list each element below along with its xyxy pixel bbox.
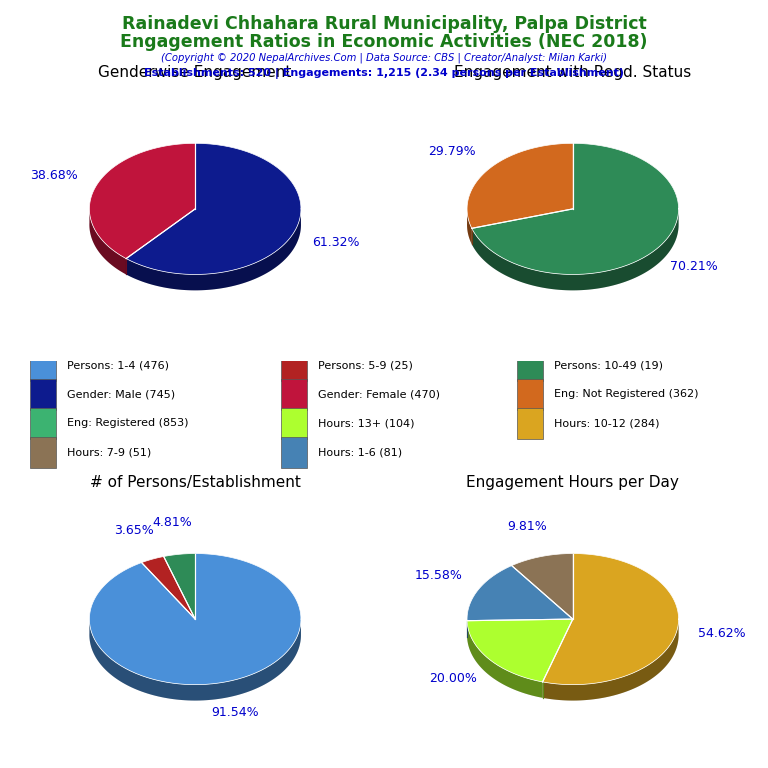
Text: Persons: 1-4 (476): Persons: 1-4 (476) bbox=[67, 361, 169, 371]
Polygon shape bbox=[89, 144, 195, 259]
Text: Eng: Registered (853): Eng: Registered (853) bbox=[67, 419, 188, 429]
Bar bbox=[281, 350, 306, 381]
Polygon shape bbox=[467, 207, 472, 244]
Polygon shape bbox=[467, 209, 679, 290]
Title: Genderwise Engagement: Genderwise Engagement bbox=[98, 65, 292, 80]
Text: Eng: Not Registered (362): Eng: Not Registered (362) bbox=[554, 389, 698, 399]
Bar bbox=[30, 379, 56, 410]
Text: Hours: 7-9 (51): Hours: 7-9 (51) bbox=[67, 447, 151, 457]
Title: Engagement Hours per Day: Engagement Hours per Day bbox=[466, 475, 679, 490]
Text: Hours: 13+ (104): Hours: 13+ (104) bbox=[318, 419, 414, 429]
Polygon shape bbox=[89, 209, 301, 290]
Bar bbox=[281, 408, 306, 439]
Polygon shape bbox=[89, 554, 301, 685]
Polygon shape bbox=[141, 557, 195, 619]
Polygon shape bbox=[126, 207, 301, 290]
Polygon shape bbox=[467, 144, 573, 228]
Text: 61.32%: 61.32% bbox=[313, 237, 359, 250]
Text: 54.62%: 54.62% bbox=[697, 627, 745, 640]
Title: # of Persons/Establishment: # of Persons/Establishment bbox=[90, 475, 300, 490]
Text: Engagement Ratios in Economic Activities (NEC 2018): Engagement Ratios in Economic Activities… bbox=[121, 33, 647, 51]
Text: Persons: 5-9 (25): Persons: 5-9 (25) bbox=[318, 361, 412, 371]
Polygon shape bbox=[467, 619, 679, 700]
Text: Hours: 10-12 (284): Hours: 10-12 (284) bbox=[554, 419, 659, 429]
Bar bbox=[30, 408, 56, 439]
Bar bbox=[517, 408, 542, 439]
Text: Rainadevi Chhahara Rural Municipality, Palpa District: Rainadevi Chhahara Rural Municipality, P… bbox=[121, 15, 647, 33]
Polygon shape bbox=[542, 554, 679, 685]
Text: Gender: Male (745): Gender: Male (745) bbox=[67, 389, 175, 399]
Polygon shape bbox=[89, 619, 301, 700]
Text: 70.21%: 70.21% bbox=[670, 260, 717, 273]
Polygon shape bbox=[467, 621, 542, 698]
Bar bbox=[30, 436, 56, 468]
Text: Hours: 1-6 (81): Hours: 1-6 (81) bbox=[318, 447, 402, 457]
Text: 29.79%: 29.79% bbox=[428, 144, 475, 157]
Text: 9.81%: 9.81% bbox=[508, 520, 547, 533]
Polygon shape bbox=[472, 207, 679, 290]
Text: 15.58%: 15.58% bbox=[415, 569, 462, 582]
Bar bbox=[281, 379, 306, 410]
Text: 91.54%: 91.54% bbox=[211, 707, 259, 720]
Text: Establishments: 520 | Engagements: 1,215 (2.34 persons per Establishment): Establishments: 520 | Engagements: 1,215… bbox=[144, 68, 624, 78]
Text: 3.65%: 3.65% bbox=[114, 524, 154, 537]
Polygon shape bbox=[472, 144, 679, 274]
Text: Gender: Female (470): Gender: Female (470) bbox=[318, 389, 439, 399]
Text: (Copyright © 2020 NepalArchives.Com | Data Source: CBS | Creator/Analyst: Milan : (Copyright © 2020 NepalArchives.Com | Da… bbox=[161, 53, 607, 64]
Polygon shape bbox=[164, 554, 195, 619]
Text: 4.81%: 4.81% bbox=[153, 516, 193, 529]
Text: 38.68%: 38.68% bbox=[31, 168, 78, 181]
Text: 20.00%: 20.00% bbox=[429, 672, 478, 685]
Bar bbox=[30, 350, 56, 381]
Title: Engagement with Regd. Status: Engagement with Regd. Status bbox=[454, 65, 691, 80]
Polygon shape bbox=[467, 619, 573, 682]
Polygon shape bbox=[89, 207, 126, 274]
Polygon shape bbox=[511, 554, 573, 619]
Polygon shape bbox=[542, 618, 679, 700]
Bar bbox=[517, 379, 542, 410]
Bar bbox=[517, 350, 542, 381]
Polygon shape bbox=[467, 565, 573, 621]
Bar bbox=[281, 436, 306, 468]
Polygon shape bbox=[89, 617, 301, 700]
Polygon shape bbox=[126, 144, 301, 274]
Text: Persons: 10-49 (19): Persons: 10-49 (19) bbox=[554, 361, 663, 371]
